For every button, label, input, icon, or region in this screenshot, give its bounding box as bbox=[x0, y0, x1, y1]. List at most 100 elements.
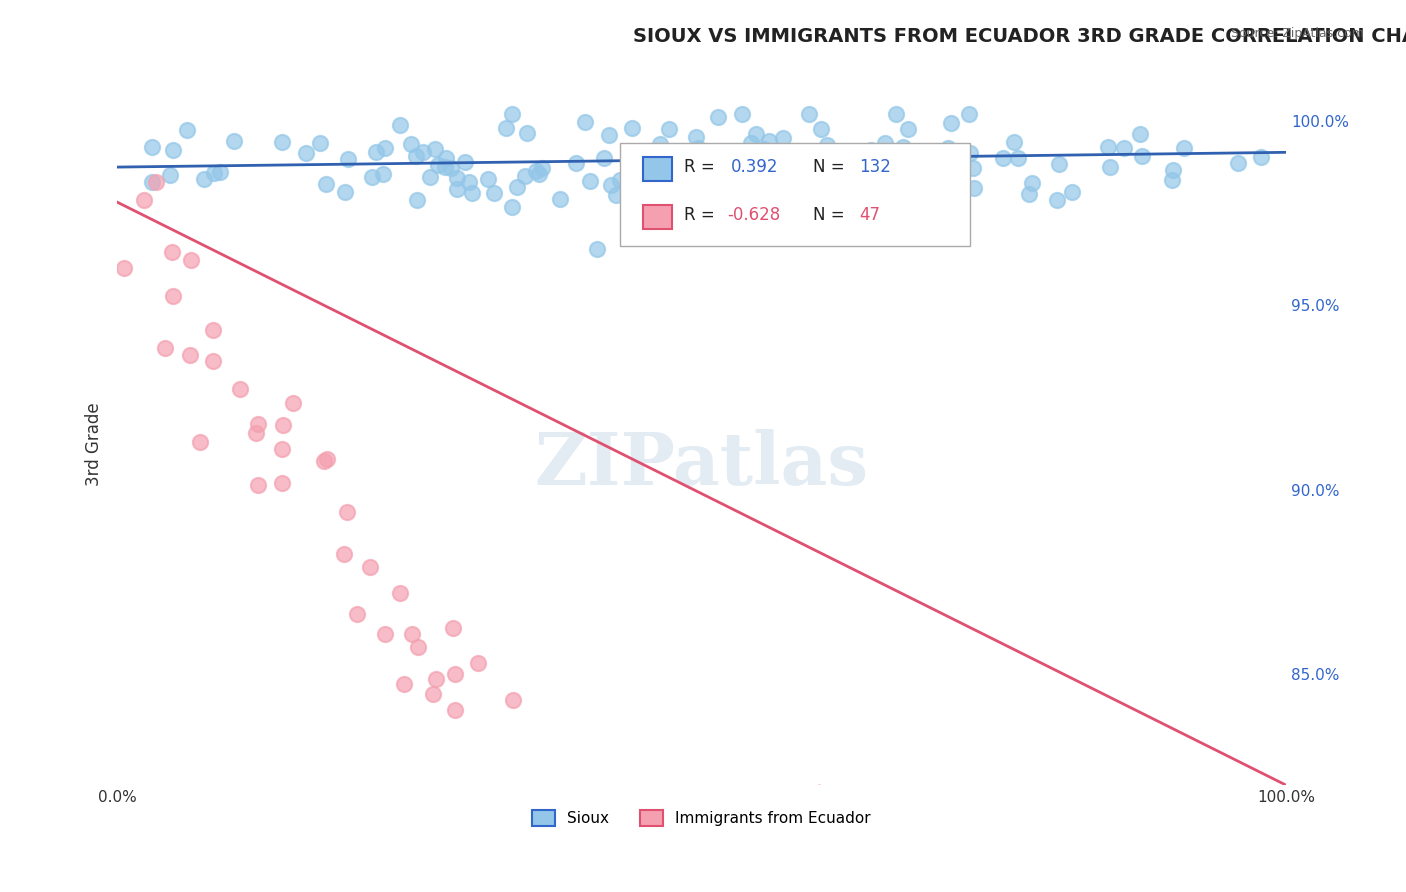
Point bbox=[688, 186, 710, 201]
Point bbox=[740, 136, 762, 150]
Point bbox=[460, 186, 482, 201]
Text: N =: N = bbox=[813, 206, 844, 224]
Point bbox=[959, 146, 981, 161]
Point bbox=[283, 396, 305, 410]
Point bbox=[425, 673, 447, 687]
Point bbox=[772, 130, 794, 145]
Point bbox=[1047, 157, 1070, 171]
Point bbox=[1132, 149, 1154, 163]
Point bbox=[880, 144, 903, 158]
Point bbox=[713, 205, 735, 219]
Text: 0.392: 0.392 bbox=[731, 159, 779, 177]
Point bbox=[686, 141, 709, 155]
Point bbox=[346, 607, 368, 621]
Point bbox=[513, 169, 536, 183]
Point bbox=[548, 192, 571, 206]
Point bbox=[1114, 141, 1136, 155]
Point bbox=[193, 171, 215, 186]
Point bbox=[683, 179, 706, 194]
Point bbox=[1021, 176, 1043, 190]
Point bbox=[201, 323, 224, 337]
Point bbox=[433, 160, 456, 174]
Point bbox=[860, 143, 883, 157]
Point bbox=[1173, 141, 1195, 155]
Point bbox=[467, 657, 489, 671]
Point bbox=[364, 145, 387, 159]
Point bbox=[112, 261, 135, 276]
Point bbox=[406, 640, 429, 655]
Point bbox=[295, 145, 318, 160]
Point bbox=[817, 166, 839, 180]
Point bbox=[707, 176, 730, 190]
Point bbox=[333, 185, 356, 199]
Point bbox=[412, 145, 434, 160]
Point bbox=[506, 179, 529, 194]
Point bbox=[641, 194, 664, 208]
Point bbox=[593, 151, 616, 165]
Point bbox=[446, 171, 468, 186]
Point bbox=[1002, 135, 1025, 149]
Point bbox=[246, 477, 269, 491]
Point bbox=[903, 154, 925, 169]
Point bbox=[441, 621, 464, 635]
Point bbox=[574, 115, 596, 129]
Point bbox=[609, 172, 631, 186]
Point bbox=[176, 123, 198, 137]
Point bbox=[778, 170, 800, 185]
Point bbox=[942, 179, 965, 194]
Point bbox=[162, 244, 184, 259]
Point bbox=[179, 347, 201, 361]
Point bbox=[1128, 127, 1150, 141]
Point bbox=[806, 165, 828, 179]
Point bbox=[440, 161, 463, 176]
Point bbox=[444, 667, 467, 681]
Point bbox=[797, 106, 820, 120]
Point bbox=[374, 626, 396, 640]
Point bbox=[527, 167, 550, 181]
Point bbox=[815, 172, 838, 186]
Point bbox=[962, 161, 984, 175]
Point bbox=[315, 178, 337, 192]
Point bbox=[444, 703, 467, 717]
Point bbox=[638, 154, 661, 169]
FancyBboxPatch shape bbox=[620, 144, 970, 246]
Point bbox=[405, 149, 427, 163]
Point bbox=[897, 122, 920, 136]
Point bbox=[991, 151, 1014, 165]
Text: 132: 132 bbox=[859, 159, 891, 177]
Point bbox=[936, 168, 959, 182]
Point bbox=[141, 175, 163, 189]
Point bbox=[810, 122, 832, 136]
Point bbox=[659, 153, 682, 168]
Point bbox=[963, 181, 986, 195]
Point bbox=[564, 155, 586, 169]
Point bbox=[945, 211, 967, 226]
Point bbox=[501, 200, 523, 214]
Point bbox=[815, 138, 838, 153]
Point bbox=[957, 106, 980, 120]
Point bbox=[273, 418, 295, 433]
Point bbox=[162, 143, 184, 157]
Point bbox=[188, 435, 211, 450]
Point bbox=[361, 170, 384, 185]
Point bbox=[392, 677, 415, 691]
Point bbox=[1227, 156, 1250, 170]
Point bbox=[637, 181, 659, 195]
Point bbox=[932, 194, 955, 208]
Point bbox=[939, 116, 962, 130]
Point bbox=[544, 829, 567, 843]
FancyBboxPatch shape bbox=[643, 157, 672, 181]
Point bbox=[763, 167, 786, 181]
Point bbox=[738, 193, 761, 207]
Point bbox=[641, 181, 664, 195]
Point bbox=[222, 134, 245, 148]
Point bbox=[180, 252, 202, 267]
Point bbox=[789, 156, 811, 170]
Point bbox=[1161, 173, 1184, 187]
Y-axis label: 3rd Grade: 3rd Grade bbox=[86, 402, 103, 485]
Point bbox=[202, 354, 225, 368]
Point bbox=[1018, 187, 1040, 202]
Point bbox=[389, 586, 412, 600]
Point bbox=[1098, 161, 1121, 175]
Point bbox=[875, 136, 897, 151]
